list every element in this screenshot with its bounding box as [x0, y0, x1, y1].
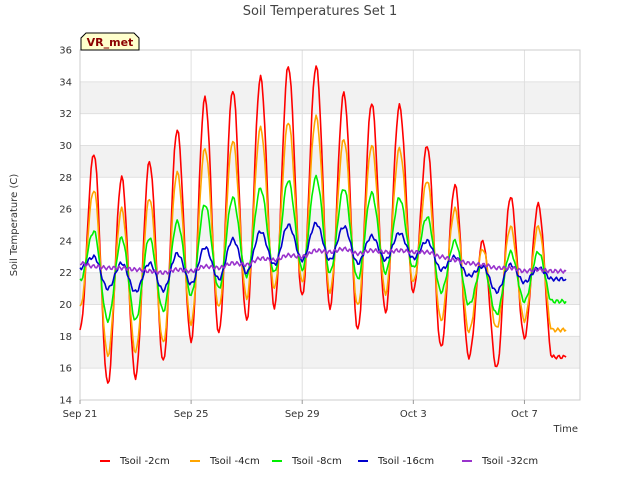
- grid-band: [80, 81, 580, 114]
- plot-bands: [80, 81, 580, 369]
- y-tick-label: 28: [59, 173, 72, 184]
- y-tick-label: 32: [59, 109, 72, 120]
- y-axis-label: Soil Temperature (C): [9, 174, 20, 277]
- series-line-tsoil-32cm: [79, 246, 567, 275]
- x-tick-label: Sep 21: [63, 409, 98, 420]
- grid-band: [80, 272, 580, 305]
- x-axis-label: Time: [553, 424, 578, 435]
- y-tick-label: 20: [59, 300, 72, 311]
- legend-label: Tsoil -4cm: [209, 456, 260, 467]
- legend-label: Tsoil -8cm: [291, 456, 342, 467]
- plot-frame: [79, 49, 581, 401]
- series-lines: [79, 65, 567, 384]
- y-tick-label: 22: [59, 268, 72, 279]
- legend-item: Tsoil -16cm: [358, 456, 434, 467]
- legend-label: Tsoil -16cm: [377, 456, 434, 467]
- y-tick-label: 18: [59, 332, 72, 343]
- station-badge: VR_met: [80, 32, 140, 51]
- y-tick-label: 30: [59, 141, 72, 152]
- legend-label: Tsoil -2cm: [119, 456, 170, 467]
- x-tick-label: Oct 7: [511, 409, 538, 420]
- legend-item: Tsoil -4cm: [190, 456, 260, 467]
- series-line-tsoil-4cm: [79, 114, 567, 358]
- x-tick-label: Sep 25: [174, 409, 209, 420]
- grid-band: [80, 145, 580, 178]
- y-tick-label: 26: [59, 205, 72, 216]
- y-tick-label: 16: [59, 364, 72, 375]
- legend-item: Tsoil -8cm: [272, 456, 342, 467]
- series-line-tsoil-2cm: [79, 65, 567, 384]
- legend: Tsoil -2cm Tsoil -4cm Tsoil -8cm Tsoil -16c…: [100, 456, 538, 467]
- y-tick-label: 36: [59, 46, 72, 57]
- y-tick-label: 14: [59, 396, 72, 407]
- badge-shape: [80, 32, 140, 51]
- badge-label: VR_met: [87, 36, 134, 49]
- legend-item: Tsoil -32cm: [462, 456, 538, 467]
- x-tick-label: Sep 29: [285, 409, 320, 420]
- y-tick-label: 24: [59, 236, 72, 247]
- y-tick-label: 34: [59, 77, 72, 88]
- series-line-tsoil-16cm: [79, 221, 567, 295]
- chart-title: Soil Temperatures Set 1: [243, 4, 398, 19]
- legend-item: Tsoil -2cm: [100, 456, 170, 467]
- grid-band: [80, 209, 580, 241]
- grid-band: [80, 336, 580, 369]
- y-axis-ticks: 14 16 18 20 22 24 26 28 30 32 34 36: [59, 46, 72, 407]
- x-tick-label: Oct 3: [400, 409, 427, 420]
- legend-label: Tsoil -32cm: [481, 456, 538, 467]
- x-axis-ticks: Sep 21 Sep 25 Sep 29 Oct 3 Oct 7: [63, 400, 538, 420]
